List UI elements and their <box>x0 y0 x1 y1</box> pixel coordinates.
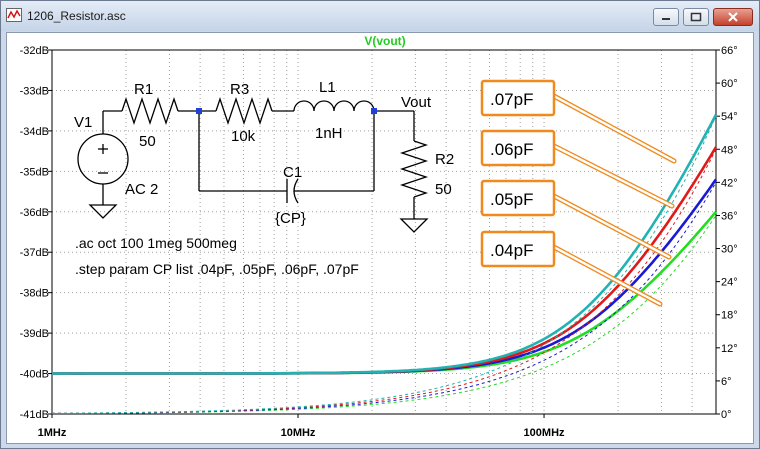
y-tick-label-right: 12° <box>721 343 738 355</box>
y-tick-label-left: -39dB <box>20 328 49 340</box>
callout-box <box>480 179 556 217</box>
v1-name: V1 <box>74 114 92 131</box>
callout-label: .07pF <box>490 90 533 109</box>
magnitude-trace-07pf <box>52 114 718 375</box>
y-tick-label-left: -41dB <box>20 409 49 421</box>
r2-resistor[interactable] <box>399 140 429 198</box>
bode-plot[interactable]: V(vout) -32dB-33dB-34dB-35dB-36dB-37dB-3… <box>7 33 753 443</box>
callout-box <box>480 230 556 268</box>
y-tick-label-left: -38dB <box>20 288 49 300</box>
r1-value: 50 <box>139 133 156 150</box>
waveform-app-icon <box>6 8 22 22</box>
r2-value: 50 <box>435 181 452 198</box>
close-icon <box>728 12 738 22</box>
y-axis-left: -32dB -33dB -34dB -35dB -36dB -37dB -38dB -39dB… <box>20 45 52 421</box>
y-tick-label-right: 6° <box>721 376 732 388</box>
r2-name: R2 <box>435 151 454 168</box>
schematic <box>77 96 429 233</box>
maximize-button[interactable] <box>683 8 709 26</box>
callout-label: .04pF <box>490 241 533 260</box>
y-tick-label-right: 42° <box>721 177 738 189</box>
plot-grid <box>51 49 716 415</box>
y-tick-label-right: 48° <box>721 144 738 156</box>
plot-pane[interactable]: V(vout) -32dB -33dB -34dB -35dB -36dB -37dB -3… <box>6 32 754 444</box>
plot-frame <box>51 49 717 415</box>
v1-source-symbol[interactable] <box>77 133 129 185</box>
y-tick-label-right: 54° <box>721 111 738 123</box>
y-tick-label-left: -33dB <box>20 85 49 97</box>
y-tick-label-right: 0° <box>721 409 732 421</box>
maximize-icon <box>690 12 702 22</box>
y-tick-label-left: -34dB <box>20 126 49 138</box>
y-tick-label-left: -35dB <box>20 166 49 178</box>
r3-name: R3 <box>230 81 249 98</box>
y-tick-label-right: 24° <box>721 277 738 289</box>
r1-name: R1 <box>134 81 153 98</box>
callout-label: .05pF <box>490 190 533 209</box>
callout-leader-inner <box>550 93 676 163</box>
callout-leader-inner <box>550 244 662 306</box>
y-tick-label-right: 60° <box>721 78 738 90</box>
node-vout <box>371 108 377 114</box>
x-axis: 1MHz 10MHz 100MHz <box>38 414 565 439</box>
y-tick-label-right: 66° <box>721 45 738 57</box>
callout-leader-inner <box>550 143 674 208</box>
l1-name: L1 <box>319 79 336 96</box>
vout-net-label: Vout <box>401 94 432 111</box>
v1-value: AC 2 <box>125 181 158 198</box>
c1-name: C1 <box>283 164 302 181</box>
minimize-icon <box>662 18 670 20</box>
y-tick-label-right: 30° <box>721 244 738 256</box>
close-button[interactable] <box>713 8 753 26</box>
l1-value: 1nH <box>315 125 343 142</box>
phase-trace-07pf <box>52 115 717 414</box>
x-tick-label: 1MHz <box>38 427 67 439</box>
title-bar[interactable]: 1206_Resistor.asc <box>1 1 759 31</box>
ground-symbol-v1 <box>88 204 118 219</box>
callout-leader-inner <box>550 193 671 259</box>
y-tick-label-left: -37dB <box>20 247 49 259</box>
callout-box <box>480 129 556 167</box>
ac-directive[interactable]: .ac oct 100 1meg 500meg <box>75 235 237 251</box>
y-tick-label-right: 36° <box>721 210 738 222</box>
y-tick-label-left: -40dB <box>20 369 49 381</box>
y-tick-label-right: 18° <box>721 310 738 322</box>
callout-box <box>480 79 556 117</box>
y-axis-right: 66° 60° 54° 48° 42° 36° 30° 24° 18° 12° 6° 0° <box>716 45 738 421</box>
plot-title: V(vout) <box>364 34 405 48</box>
y-tick-label-left: -32dB <box>20 45 49 57</box>
callout-label: .06pF <box>490 140 533 159</box>
c1-value: {CP} <box>275 210 306 227</box>
l1-inductor[interactable] <box>293 100 375 112</box>
traces <box>51 114 718 414</box>
callouts: .07pF .06pF .05pF .04pF <box>480 79 677 307</box>
phase-trace-05pf <box>52 182 717 414</box>
x-tick-label: 10MHz <box>281 427 316 439</box>
y-tick-label-left: -36dB <box>20 207 49 219</box>
step-directive[interactable]: .step param CP list .04pF, .05pF, .06pF,… <box>75 261 359 277</box>
node-junction <box>196 108 202 114</box>
window-title: 1206_Resistor.asc <box>27 9 126 23</box>
r3-resistor[interactable] <box>215 96 273 126</box>
x-tick-label: 100MHz <box>524 427 565 439</box>
minimize-button[interactable] <box>653 8 679 26</box>
ground-symbol-r2 <box>399 218 429 233</box>
r3-value: 10k <box>231 128 256 145</box>
r1-resistor[interactable] <box>121 96 179 126</box>
